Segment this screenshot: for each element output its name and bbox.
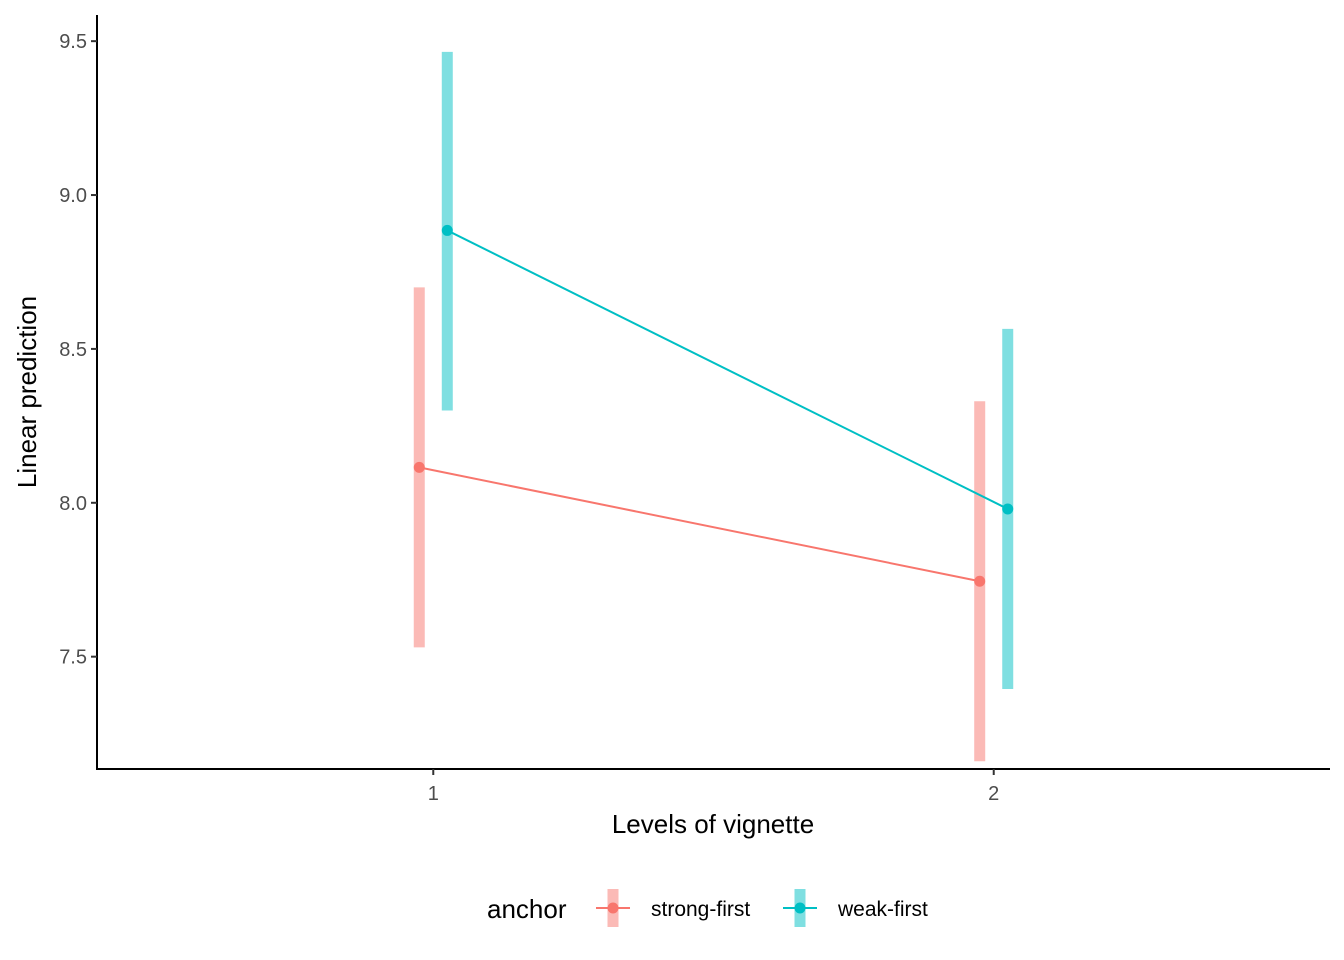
weak-first-point — [1002, 503, 1014, 515]
strong-first-legend-point — [607, 902, 619, 914]
x-tick-label: 1 — [428, 783, 439, 805]
weak-first-line — [446, 229, 1009, 510]
x-axis-title: Levels of vignette — [612, 809, 814, 839]
y-axis-ticks: 7.5 8.0 8.5 9.0 9.5 — [59, 31, 97, 669]
y-tick-label: 9.0 — [59, 185, 87, 207]
legend: anchor strong-first weak-first — [487, 889, 928, 927]
y-tick-label: 8.0 — [59, 493, 87, 515]
weak-first-legend-point — [794, 902, 806, 914]
legend-title: anchor — [487, 894, 567, 924]
weak-first-point — [441, 224, 453, 236]
weak-first-legend-label: weak-first — [837, 898, 928, 921]
plot-marks — [413, 51, 1014, 762]
y-tick-label: 8.5 — [59, 339, 87, 361]
x-tick-label: 2 — [988, 783, 999, 805]
strong-first-point — [413, 461, 425, 473]
strong-first-point — [974, 575, 986, 587]
legend-keys: strong-first weak-first — [596, 889, 928, 927]
strong-first-line — [419, 466, 980, 583]
strong-first-legend-label: strong-first — [651, 898, 750, 921]
y-tick-label: 9.5 — [59, 31, 87, 53]
y-tick-label: 7.5 — [59, 647, 87, 669]
y-axis-title: Linear prediction — [12, 296, 42, 488]
